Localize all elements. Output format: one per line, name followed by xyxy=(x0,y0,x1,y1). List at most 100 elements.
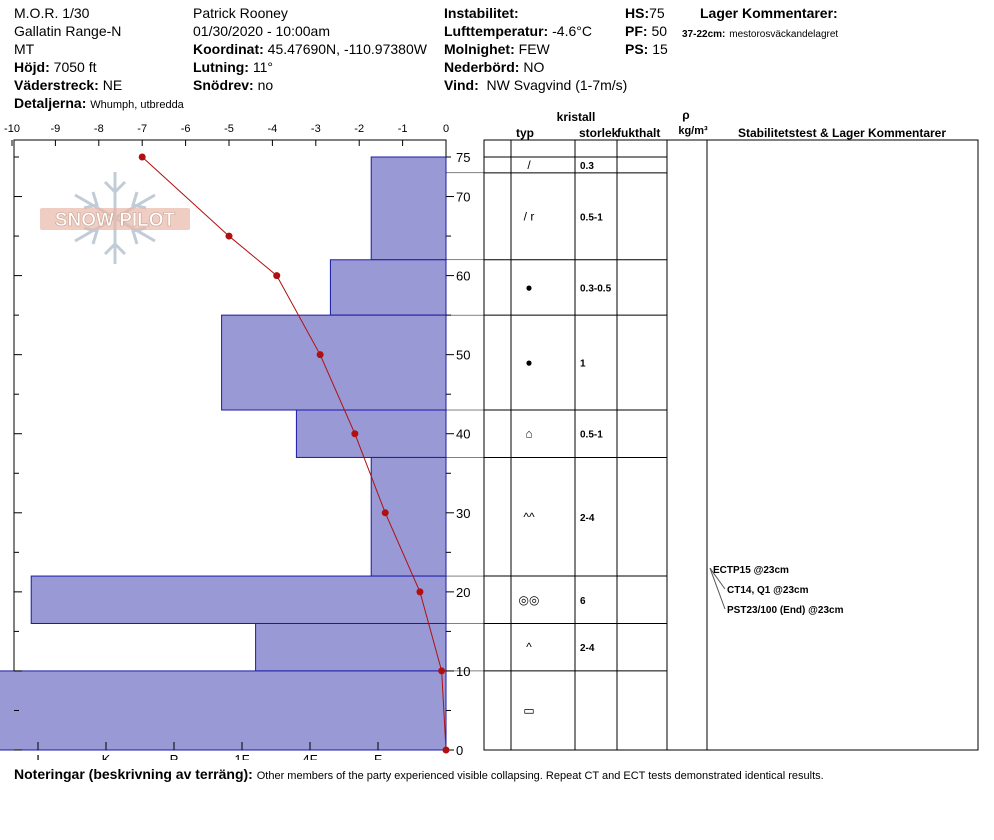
aspect-row: Väderstreck: NE xyxy=(14,77,122,93)
logo-text: SNOW PILOT xyxy=(55,210,176,231)
hardness-bar xyxy=(30,575,447,624)
hardness-tick-label: K xyxy=(102,752,111,760)
test-pointer xyxy=(709,567,726,590)
hardness-tick-label: 4F xyxy=(302,752,317,760)
grain-size: 0.5-1 xyxy=(580,430,603,441)
notes-text: Other members of the party experienced v… xyxy=(256,770,824,782)
height-tick-label: 20 xyxy=(456,585,470,600)
grain-type-icon: ● xyxy=(525,280,532,294)
grain-size: 0.3 xyxy=(580,161,594,172)
stability-test-label: ECTP15 @23cm xyxy=(713,565,789,576)
header-rho-unit: kg/m³ xyxy=(678,125,708,137)
details-value: Whumph, utbredda xyxy=(90,99,184,111)
ps-row: PS: 15 xyxy=(625,41,668,57)
stability-test-label: CT14, Q1 @23cm xyxy=(727,585,809,596)
header-fukthalt: fukthalt xyxy=(617,126,660,140)
header-storlek: storlek xyxy=(579,126,619,140)
grain-size: 0.3-0.5 xyxy=(580,283,612,294)
instability-label: Instabilitet: xyxy=(444,5,519,21)
hardness-bar xyxy=(255,622,447,672)
height-tick-label: 50 xyxy=(456,348,470,363)
grain-type-icon: ◎◎ xyxy=(519,593,540,607)
header-typ: typ xyxy=(516,126,534,140)
grain-size: 1 xyxy=(580,359,586,370)
temperature-axis: -10 -9 -8 -7 -6 -5 -4 -3 -2 -1 0 xyxy=(4,123,449,146)
height-tick-label: 70 xyxy=(456,190,470,205)
elevation-row: Höjd: 7050 ft xyxy=(14,59,96,75)
coordinate-label: Koordinat: xyxy=(193,41,264,57)
temp-tick-label: 0 xyxy=(443,123,449,135)
stability-tests: ECTP15 @23cm CT14, Q1 @23cm PST23/100 (End… xyxy=(709,565,844,616)
height-tick-label: 0 xyxy=(456,743,463,758)
hardness-bars xyxy=(0,156,447,751)
hardness-bar xyxy=(295,409,447,458)
header-stability: Stabilitetstest & Lager Kommentarer xyxy=(738,126,946,140)
temperature-point xyxy=(273,272,281,280)
temp-tick-label: -10 xyxy=(4,123,20,135)
stability-test-label: PST23/100 (End) @23cm xyxy=(727,605,844,616)
grain-type-icon: ⌂ xyxy=(525,427,532,441)
header-kristall: kristall xyxy=(557,110,596,124)
drift-label: Snödrev: xyxy=(193,77,254,93)
hardness-tick-label: P xyxy=(170,752,179,760)
layer-comment-range: 37-22cm: xyxy=(682,29,726,40)
logo-band xyxy=(40,208,190,230)
coordinate-row: Koordinat: 45.47690N, -110.97380W xyxy=(193,41,427,57)
temp-tick-label: -1 xyxy=(398,123,408,135)
temperature-point xyxy=(442,746,450,754)
sky-label: Molnighet: xyxy=(444,41,515,57)
hardness-axis: I K P 1F 4F F xyxy=(36,742,382,760)
range-name: Gallatin Range-N xyxy=(14,23,122,39)
temp-tick-label: -9 xyxy=(51,123,61,135)
drift-row: Snödrev: no xyxy=(193,77,273,93)
hardness-bar xyxy=(329,259,447,316)
temp-tick-label: -4 xyxy=(268,123,278,135)
height-tick-label: 75 xyxy=(456,150,470,165)
ps-label: PS: xyxy=(625,41,649,57)
grain-type-icon: ● xyxy=(525,356,532,370)
slope-row: Lutning: 11° xyxy=(193,59,273,75)
precip-label: Nederbörd: xyxy=(444,59,520,75)
grain-size: 2-4 xyxy=(580,643,595,654)
wind-label: Vind: xyxy=(444,77,479,93)
temp-tick-label: -6 xyxy=(181,123,191,135)
hardness-bar xyxy=(0,670,447,751)
snow-profile-chart: SNOW PILOT -10 -9 -8 -7 -6 -5 -4 -3 -2 -1 0 010203… xyxy=(0,108,979,760)
details-row: Detaljerna: Whumph, utbredda xyxy=(14,95,184,113)
observation-datetime: 01/30/2020 - 10:00am xyxy=(193,23,330,39)
airtemp-label: Lufttemperatur: xyxy=(444,23,549,39)
temperature-point xyxy=(381,509,389,517)
temp-tick-label: -7 xyxy=(137,123,147,135)
hardness-bar xyxy=(370,156,447,261)
hardness-tick-label: F xyxy=(374,752,382,760)
height-tick-label: 30 xyxy=(456,506,470,521)
grain-size: 0.5-1 xyxy=(580,212,603,223)
sky-row: Molnighet: FEW xyxy=(444,41,550,57)
wind-row: Vind: NW Svagvind (1-7m/s) xyxy=(444,77,627,93)
instability-row: Instabilitet: xyxy=(444,5,519,21)
sky-value: FEW xyxy=(518,41,550,57)
airtemp-value: -4.6°C xyxy=(552,23,592,39)
grain-type-icon: ^ xyxy=(526,640,532,654)
hardness-bar xyxy=(221,314,447,411)
header-rho: ρ xyxy=(682,108,689,122)
hardness-tick-label: 1F xyxy=(234,752,249,760)
height-tick-label: 40 xyxy=(456,427,470,442)
grain-type-icon: ▭ xyxy=(523,703,534,717)
details-label: Detaljerna: xyxy=(14,95,87,111)
layer-comment-row: 37-22cm: mestorosväckandelagret xyxy=(682,24,838,43)
layer-comments-title-text: Lager Kommentarer: xyxy=(700,5,838,21)
height-axis: 0 10 20 30 40 50 60 70 75 xyxy=(14,150,470,758)
grain-type-icon: / xyxy=(527,158,531,172)
temperature-profile xyxy=(138,153,450,754)
coordinate-value: 45.47690N, -110.97380W xyxy=(267,41,427,57)
temperature-point xyxy=(416,588,424,596)
precip-value: NO xyxy=(523,59,545,75)
hardness-tick-label: I xyxy=(36,752,40,760)
drift-value: no xyxy=(257,77,274,93)
precip-row: Nederbörd: NO xyxy=(444,59,544,75)
observer-name: Patrick Rooney xyxy=(193,5,288,21)
table-border xyxy=(483,139,979,751)
temperature-point xyxy=(351,430,359,438)
